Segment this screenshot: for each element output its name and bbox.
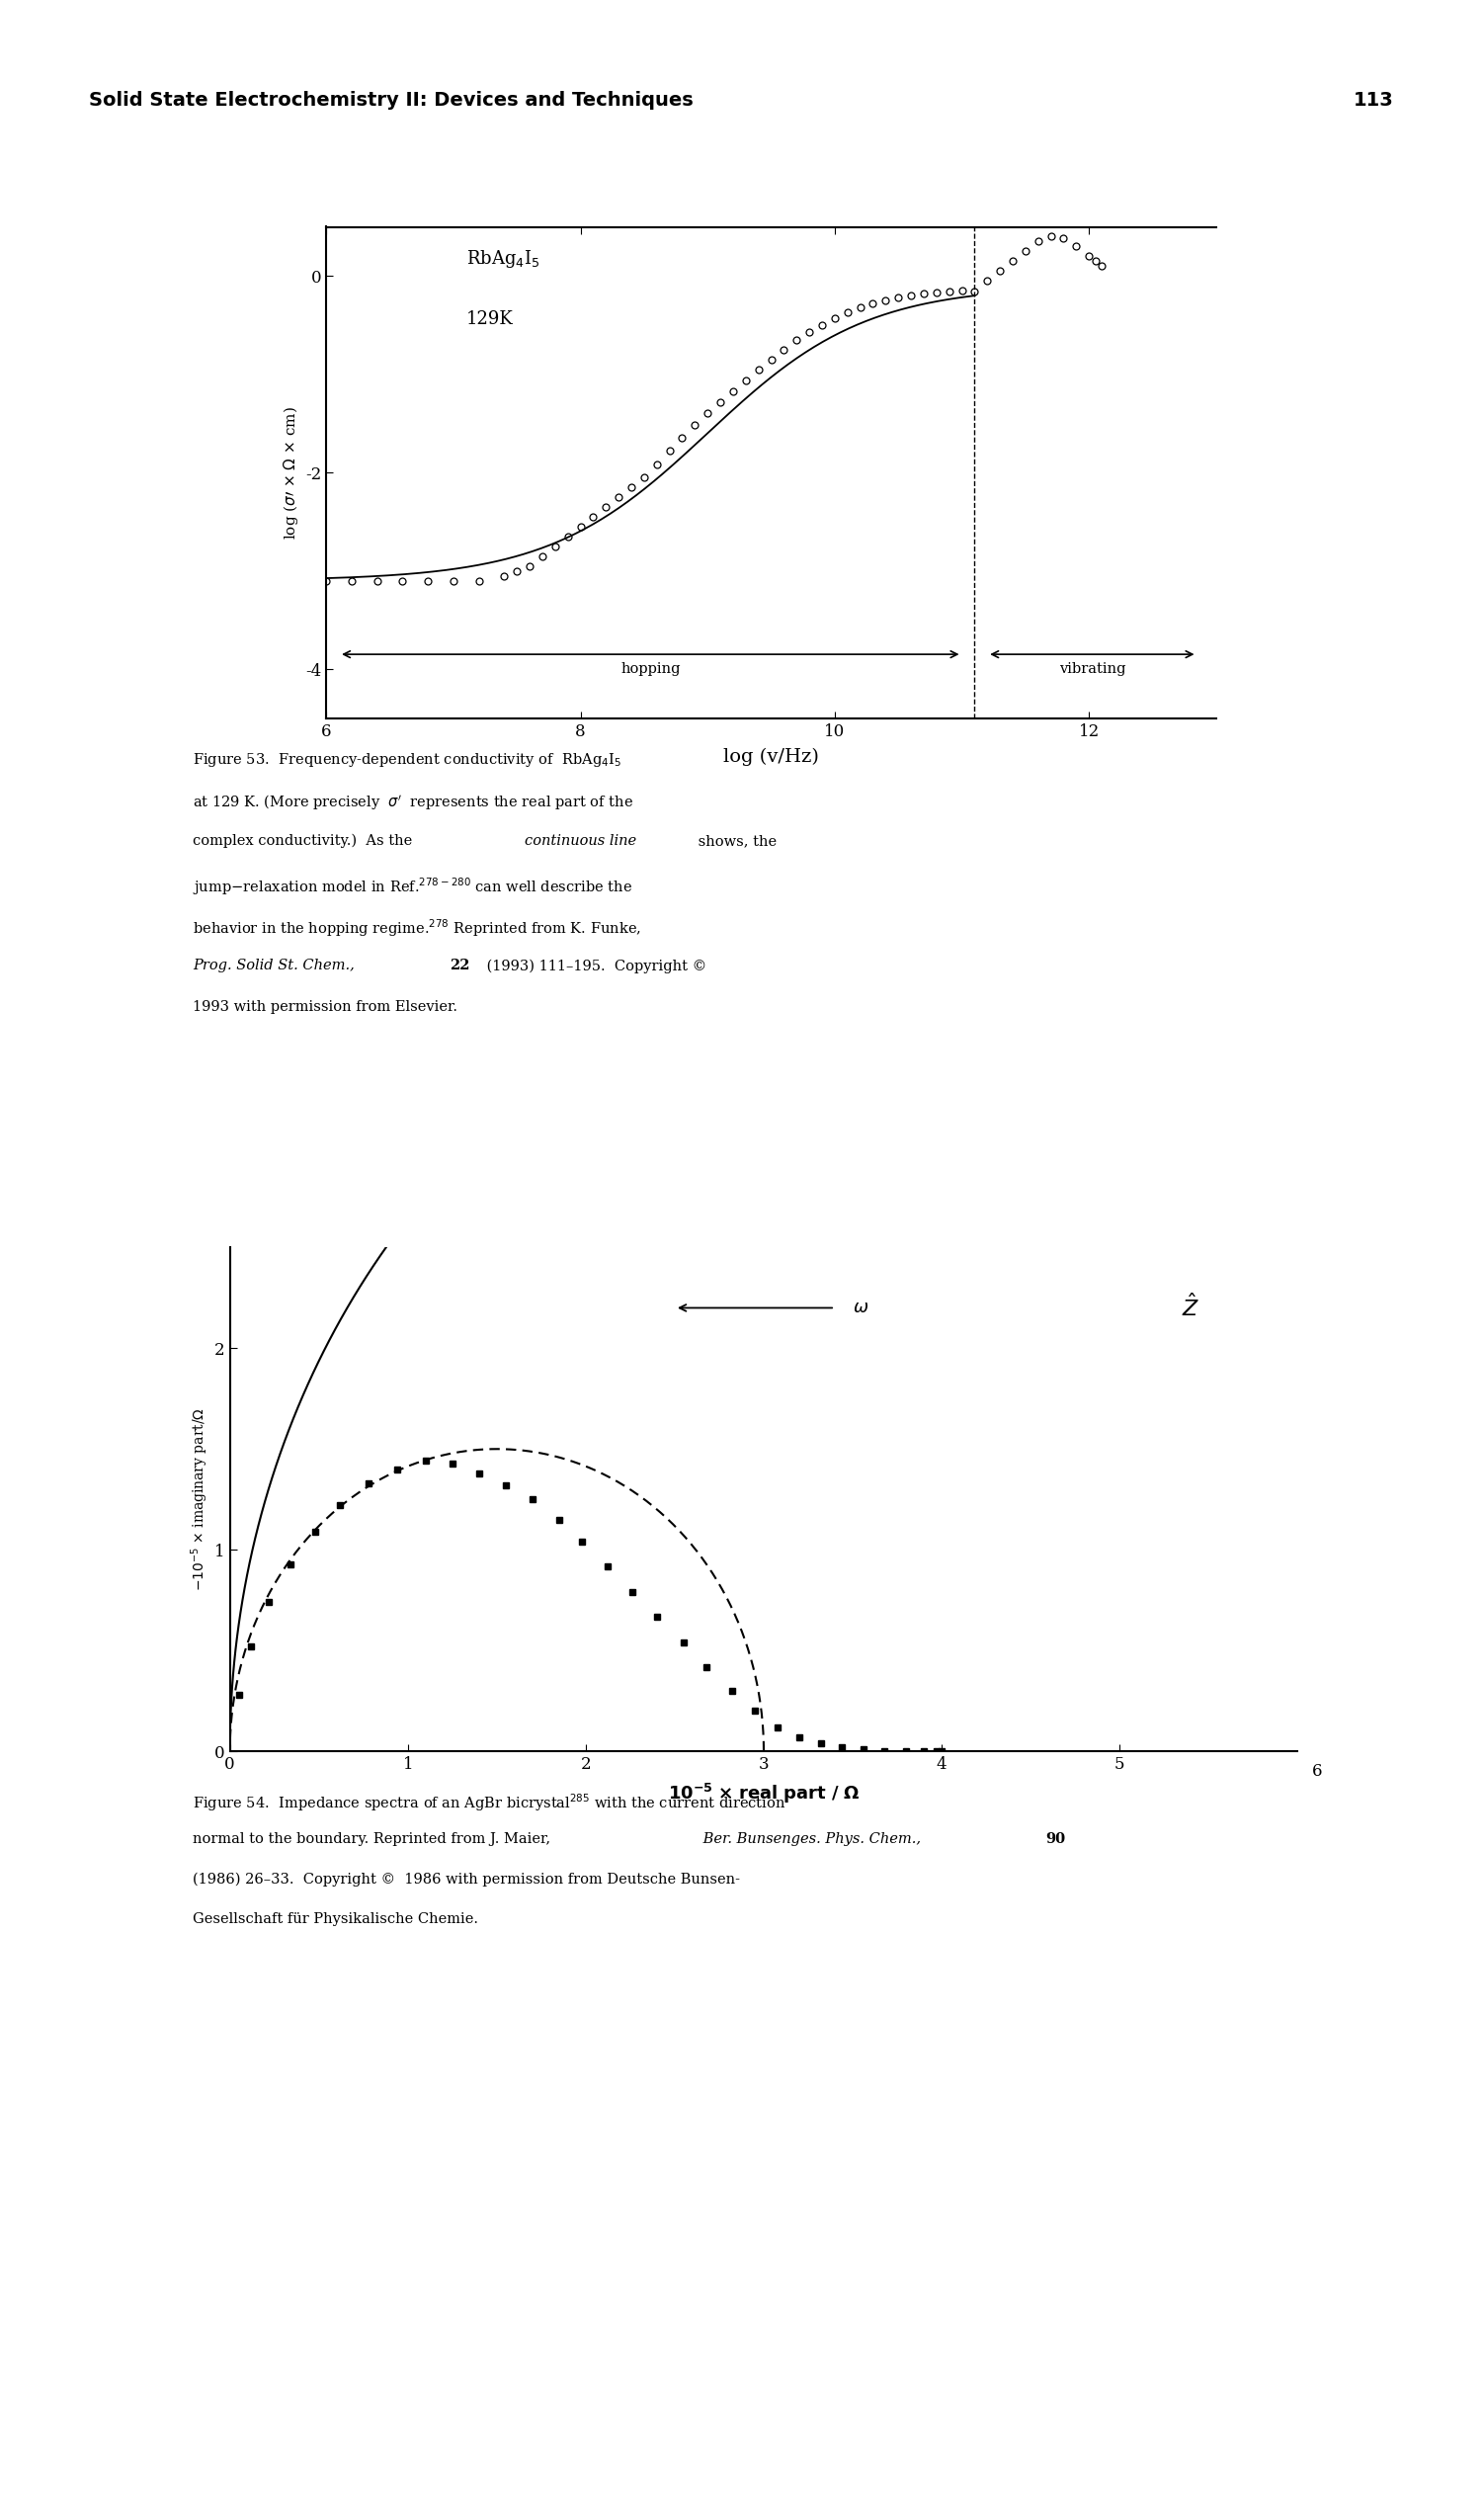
Text: Figure 54.  Impedance spectra of an AgBr bicrystal$^{285}$ with the current dire: Figure 54. Impedance spectra of an AgBr … — [193, 1792, 786, 1814]
Y-axis label: $-10^{-5}$ $\times$ imaginary part/$\Omega$: $-10^{-5}$ $\times$ imaginary part/$\Ome… — [190, 1409, 211, 1590]
Text: 6: 6 — [1312, 1764, 1323, 1779]
Text: Prog. Solid St. Chem.,: Prog. Solid St. Chem., — [193, 960, 354, 973]
Text: Figure 53.  Frequency-dependent conductivity of  RbAg$_4$I$_5$: Figure 53. Frequency-dependent conductiv… — [193, 751, 621, 769]
Text: $\hat{Z}$: $\hat{Z}$ — [1182, 1295, 1200, 1320]
Text: continuous line: continuous line — [525, 834, 636, 847]
Text: 22: 22 — [449, 960, 470, 973]
Text: at 129 K. (More precisely  $\sigma$$'$  represents the real part of the: at 129 K. (More precisely $\sigma$$'$ re… — [193, 791, 633, 811]
Text: $\omega$: $\omega$ — [853, 1298, 869, 1318]
Text: hopping: hopping — [620, 663, 681, 675]
X-axis label: log (v/Hz): log (v/Hz) — [724, 748, 819, 766]
X-axis label: $\mathbf{10^{-5}}$ $\mathbf{\times}$ $\mathbf{real\ part\ /\ \Omega}$: $\mathbf{10^{-5}}$ $\mathbf{\times}$ $\m… — [667, 1782, 860, 1804]
Text: Gesellschaft für Physikalische Chemie.: Gesellschaft für Physikalische Chemie. — [193, 1913, 479, 1925]
Text: vibrating: vibrating — [1059, 663, 1126, 675]
Text: Solid State Electrochemistry II: Devices and Techniques: Solid State Electrochemistry II: Devices… — [89, 91, 694, 108]
Text: 113: 113 — [1354, 91, 1394, 108]
Text: RbAg$_4$I$_5$: RbAg$_4$I$_5$ — [466, 249, 540, 270]
Text: 129K: 129K — [466, 310, 513, 328]
Text: normal to the boundary. Reprinted from J. Maier,: normal to the boundary. Reprinted from J… — [193, 1832, 550, 1845]
Text: complex conductivity.)  As the: complex conductivity.) As the — [193, 834, 417, 849]
Text: (1993) 111–195.  Copyright ©: (1993) 111–195. Copyright © — [482, 960, 706, 973]
Text: 1993 with permission from Elsevier.: 1993 with permission from Elsevier. — [193, 1000, 458, 1013]
Text: 90: 90 — [1046, 1832, 1065, 1845]
Y-axis label: log ($\sigma$$\prime$ $\times$ $\Omega$ $\times$ cm): log ($\sigma$$\prime$ $\times$ $\Omega$ … — [282, 406, 300, 539]
Text: jump$-$relaxation model in Ref.$^{278-280}$ can well describe the: jump$-$relaxation model in Ref.$^{278-28… — [193, 877, 633, 897]
Text: Ber. Bunsenges. Phys. Chem.,: Ber. Bunsenges. Phys. Chem., — [698, 1832, 921, 1845]
Text: behavior in the hopping regime.$^{278}$ Reprinted from K. Funke,: behavior in the hopping regime.$^{278}$ … — [193, 917, 641, 940]
Text: shows, the: shows, the — [694, 834, 777, 847]
Text: (1986) 26–33.  Copyright ©  1986 with permission from Deutsche Bunsen-: (1986) 26–33. Copyright © 1986 with perm… — [193, 1872, 740, 1887]
